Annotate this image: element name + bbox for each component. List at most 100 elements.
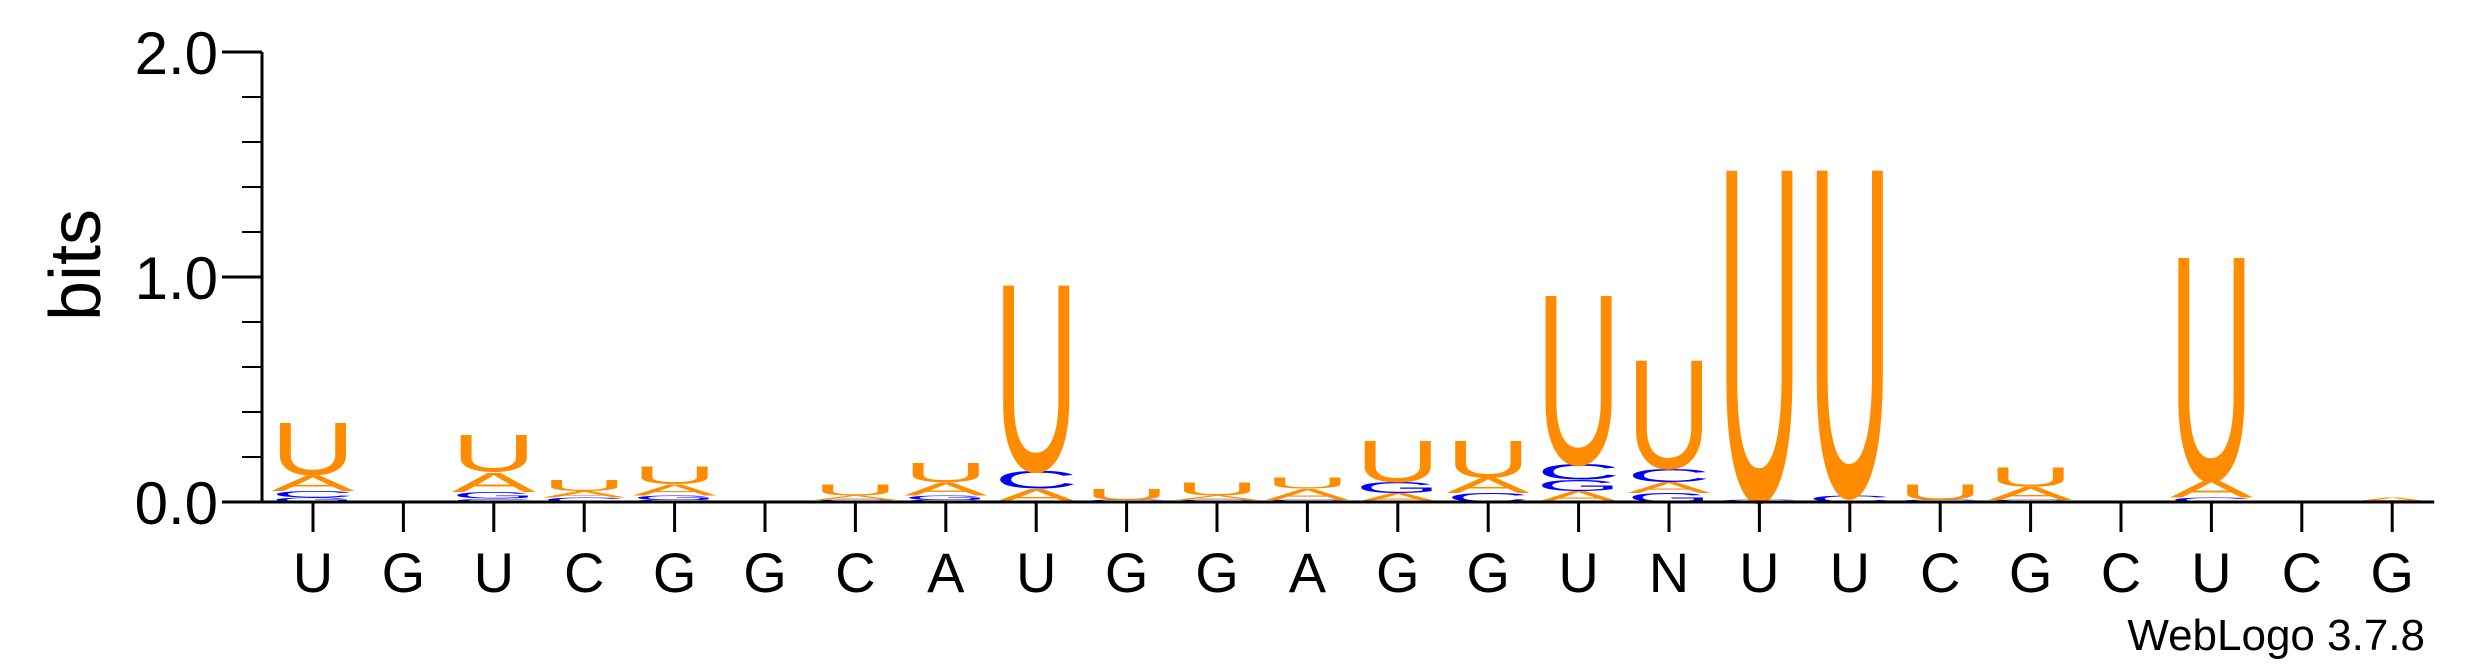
logo-letter-glyph: U: [1356, 428, 1440, 495]
logo-letter-glyph: U: [1175, 478, 1259, 499]
logo-letter-glyph: C: [1808, 494, 1892, 504]
x-tick-label: G: [2009, 541, 2053, 604]
logo-letter-glyph: U: [542, 477, 626, 495]
y-tick-label: 0.0: [135, 470, 218, 537]
y-tick-label: 1.0: [135, 245, 218, 312]
x-tick-label: G: [1466, 541, 1510, 604]
logo-letter-glyph: U: [1085, 486, 1169, 504]
logo-letter-a: A: [271, 471, 355, 495]
logo-letter-c: C: [542, 496, 626, 503]
logo-letter-u: U: [271, 407, 355, 491]
x-tick-label: C: [2101, 541, 2141, 604]
logo-letter-c: C: [2169, 496, 2253, 503]
logo-letter-glyph: C: [1537, 460, 1621, 485]
logo-letter-glyph: U: [1446, 430, 1530, 489]
logo-letter-u: U: [542, 477, 626, 495]
logo-letter-c: C: [1627, 465, 1711, 486]
logo-letter-a: A: [1175, 494, 1260, 501]
logo-letter-glyph: A: [2170, 475, 2255, 503]
logo-letter-g: G: [633, 494, 717, 501]
logo-letter-u: U: [452, 424, 536, 483]
logo-letter-glyph: C: [994, 466, 1078, 494]
logo-letter-u: U: [1265, 474, 1349, 492]
logo-letter-u: U: [2169, 190, 2253, 549]
y-tick-label: 2.0: [135, 20, 218, 87]
x-tick-label: U: [2191, 541, 2231, 604]
logo-letter-glyph: G: [1356, 479, 1440, 496]
logo-letter-glyph: C: [1627, 465, 1711, 486]
logo-letter-glyph: A: [814, 494, 899, 501]
logo-letter-g: G: [904, 494, 988, 501]
logo-letter-u: U: [633, 461, 717, 489]
logo-letter-glyph: U: [271, 407, 355, 491]
logo-letter-a: A: [2350, 496, 2435, 503]
logo-letter-u: U: [1627, 328, 1711, 503]
logo-letter-c: C: [452, 498, 536, 503]
logo-letter-u: U: [1085, 486, 1169, 504]
logo-letter-a: A: [904, 478, 988, 499]
logo-letter-glyph: A: [2350, 496, 2435, 503]
logo-letter-glyph: A: [452, 467, 536, 498]
x-tick-label: C: [564, 541, 604, 604]
x-tick-label: C: [1920, 541, 1960, 604]
logo-letter-a: A: [1446, 474, 1530, 498]
x-tick-label: G: [1105, 541, 1149, 604]
logo-letter-a: A: [542, 489, 627, 499]
logo-letter-g: G: [1537, 477, 1621, 494]
logo-letter-u: U: [1898, 480, 1982, 505]
weblogo-credit: WebLogo 3.7.8: [2127, 611, 2425, 660]
logo-letter-glyph: U: [1989, 461, 2073, 493]
x-tick-label: U: [293, 541, 333, 604]
logo-letter-u: U: [1446, 430, 1530, 489]
logo-letter-a: A: [1989, 483, 2073, 504]
x-tick-label: U: [1830, 541, 1870, 604]
logo-letter-a: A: [1627, 479, 1711, 496]
logo-letter-glyph: C: [542, 496, 626, 503]
logo-letter-g: G: [271, 496, 355, 503]
logo-letter-u: U: [1537, 244, 1621, 516]
logo-letter-c: C: [994, 466, 1078, 494]
logo-letter-a: A: [1266, 486, 1350, 503]
x-tick-label: U: [1739, 541, 1779, 604]
logo-letter-a: A: [814, 494, 899, 501]
logo-letter-glyph: A: [542, 489, 627, 499]
x-tick-label: A: [927, 541, 965, 604]
x-tick-label: U: [1016, 541, 1056, 604]
logo-letter-u: U: [1175, 478, 1259, 499]
logo-letter-a: A: [633, 481, 717, 498]
logo-letter-a: A: [2170, 475, 2255, 503]
logo-letter-glyph: U: [633, 461, 717, 489]
x-tick-label: C: [2282, 541, 2322, 604]
x-tick-label: G: [653, 541, 697, 604]
logo-letter-glyph: C: [2169, 496, 2253, 503]
logo-letter-glyph: A: [1175, 494, 1260, 501]
logo-letter-a: A: [452, 467, 536, 498]
x-tick-label: A: [1289, 541, 1327, 604]
logo-letter-glyph: A: [633, 481, 717, 498]
logo-letter-g: G: [1356, 479, 1440, 496]
logo-letter-u: U: [1356, 428, 1440, 495]
logo-letter-glyph: U: [2169, 190, 2253, 549]
x-tick-label: G: [382, 541, 426, 604]
logo-letter-glyph: G: [271, 496, 355, 503]
logo-letter-glyph: G: [452, 490, 536, 500]
logo-letter-glyph: A: [271, 471, 355, 495]
logo-letter-glyph: G: [1537, 477, 1621, 494]
logo-letter-u: U: [813, 481, 897, 499]
logo-letter-u: U: [994, 228, 1078, 528]
logo-letter-glyph: A: [1989, 483, 2073, 504]
logo-letter-c: C: [1537, 460, 1621, 485]
logo-letter-c: C: [271, 489, 355, 499]
logo-letter-glyph: G: [904, 494, 988, 501]
letter-stacks: GCAUCGAUCAUCGAUCAUCGAUACUCUCAUCAUAGUCAUA…: [271, 67, 2435, 602]
logo-letter-glyph: C: [452, 498, 536, 503]
y-axis: 0.0 1.0 2.0: [135, 20, 264, 537]
x-tick-label: U: [1558, 541, 1598, 604]
x-tick-label: G: [1195, 541, 1239, 604]
logo-letter-glyph: U: [1898, 480, 1982, 505]
logo-letter-glyph: U: [994, 228, 1078, 528]
logo-letter-c: C: [1808, 494, 1892, 504]
logo-letter-glyph: G: [633, 494, 717, 501]
logo-letter-glyph: U: [1537, 244, 1621, 516]
